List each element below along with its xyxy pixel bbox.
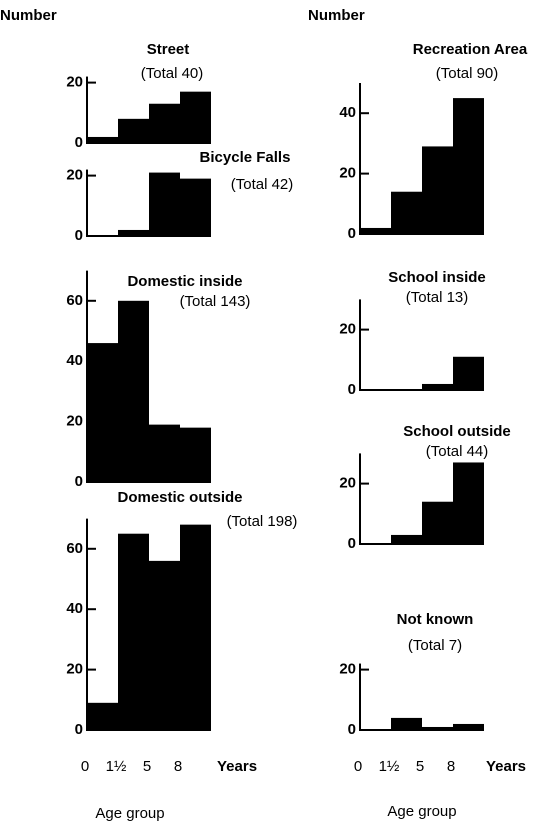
bar bbox=[180, 524, 211, 730]
bar bbox=[118, 533, 149, 730]
panel-subtitle: (Total 7) bbox=[408, 637, 462, 654]
panel-title: School outside bbox=[403, 423, 511, 440]
panel-subtitle: (Total 13) bbox=[406, 289, 469, 306]
bar bbox=[391, 534, 422, 544]
bar bbox=[453, 462, 484, 544]
bar bbox=[422, 383, 453, 390]
y-tick-label: 0 bbox=[75, 134, 83, 151]
y-tick-label: 0 bbox=[348, 535, 356, 552]
panel-title: Domestic inside bbox=[127, 273, 242, 290]
bar bbox=[180, 91, 211, 143]
y-tick-label: 20 bbox=[339, 475, 356, 492]
x-tick-label: 5 bbox=[416, 758, 424, 775]
bar bbox=[360, 227, 391, 234]
bar bbox=[391, 717, 422, 730]
bar bbox=[118, 118, 149, 143]
panel-subtitle: (Total 42) bbox=[231, 176, 294, 193]
y-tick-label: 20 bbox=[66, 167, 83, 184]
y-tick-label: 40 bbox=[66, 600, 83, 617]
y-tick-label: 20 bbox=[66, 413, 83, 430]
x-tick-label: 1½ bbox=[379, 758, 400, 775]
x-axis-label: Age group bbox=[95, 805, 164, 822]
panel-title: Street bbox=[147, 41, 190, 58]
x-tick-label: 1½ bbox=[106, 758, 127, 775]
y-tick-label: 0 bbox=[348, 721, 356, 738]
panel-title: Domestic outside bbox=[117, 489, 242, 506]
bar bbox=[180, 178, 211, 236]
y-tick-label: 20 bbox=[339, 165, 356, 182]
panel-subtitle: (Total 90) bbox=[436, 65, 499, 82]
bar bbox=[149, 103, 180, 143]
y-tick-label: 0 bbox=[75, 473, 83, 490]
bar bbox=[149, 560, 180, 730]
bar bbox=[422, 146, 453, 234]
bar bbox=[453, 356, 484, 390]
panel-subtitle: (Total 198) bbox=[227, 513, 298, 530]
panel-title: Recreation Area bbox=[413, 41, 528, 58]
y-tick-label: 40 bbox=[66, 352, 83, 369]
bar bbox=[87, 343, 118, 482]
bar bbox=[87, 136, 118, 143]
x-tick-label: 5 bbox=[143, 758, 151, 775]
x-unit: Years bbox=[217, 758, 257, 775]
bar bbox=[149, 424, 180, 482]
bar bbox=[453, 723, 484, 730]
x-tick-label: 0 bbox=[81, 758, 89, 775]
bar bbox=[391, 191, 422, 234]
y-axis-label: Number bbox=[0, 7, 57, 24]
bar bbox=[180, 427, 211, 482]
panel-title: Bicycle Falls bbox=[200, 149, 291, 166]
bar bbox=[453, 98, 484, 234]
x-unit: Years bbox=[486, 758, 526, 775]
bar bbox=[87, 702, 118, 730]
y-tick-label: 20 bbox=[339, 661, 356, 678]
x-tick-label: 0 bbox=[354, 758, 362, 775]
panel-subtitle: (Total 40) bbox=[141, 65, 204, 82]
y-tick-label: 20 bbox=[66, 661, 83, 678]
y-tick-label: 0 bbox=[348, 225, 356, 242]
y-tick-label: 0 bbox=[348, 381, 356, 398]
x-tick-label: 8 bbox=[447, 758, 455, 775]
x-axis-label: Age group bbox=[387, 803, 456, 820]
y-tick-label: 0 bbox=[75, 721, 83, 738]
x-tick-label: 8 bbox=[174, 758, 182, 775]
y-tick-label: 0 bbox=[75, 227, 83, 244]
bar bbox=[422, 726, 453, 730]
bar bbox=[118, 229, 149, 236]
panel-title: School inside bbox=[388, 269, 486, 286]
y-tick-label: 60 bbox=[66, 540, 83, 557]
panel-title: Not known bbox=[397, 611, 474, 628]
bar bbox=[118, 300, 149, 482]
y-tick-label: 60 bbox=[66, 292, 83, 309]
bar bbox=[149, 172, 180, 236]
bar bbox=[422, 501, 453, 544]
panel-subtitle: (Total 143) bbox=[180, 293, 251, 310]
y-tick-label: 20 bbox=[339, 321, 356, 338]
panel-subtitle: (Total 44) bbox=[426, 443, 489, 460]
y-tick-label: 20 bbox=[66, 74, 83, 91]
y-axis-label: Number bbox=[308, 7, 365, 24]
y-tick-label: 40 bbox=[339, 104, 356, 121]
